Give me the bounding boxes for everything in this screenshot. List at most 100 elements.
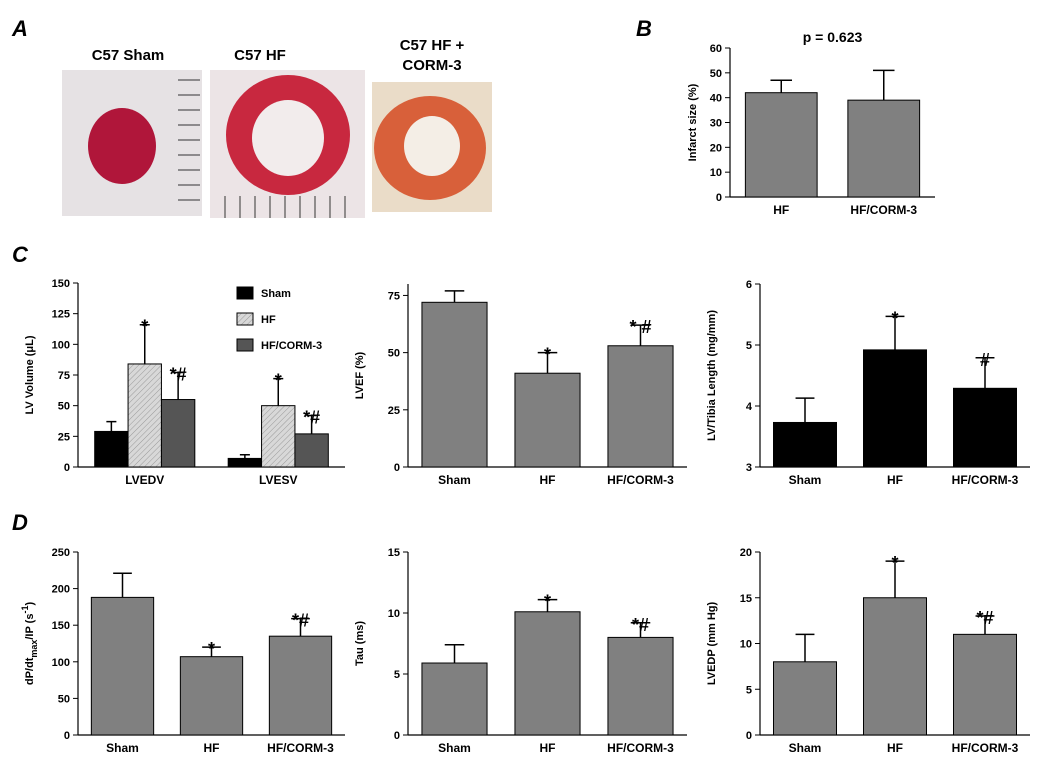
- x-tick-label: Sham: [106, 741, 139, 755]
- y-tick-label: 0: [394, 462, 400, 474]
- error-bar: [630, 622, 651, 638]
- photo-label: C57 HF +: [400, 37, 465, 54]
- y-tick-label: 0: [64, 462, 70, 474]
- x-tick-label: LVESV: [259, 473, 297, 487]
- error-bar: [975, 357, 995, 389]
- significance-label: *#: [303, 407, 320, 427]
- x-tick-label: HF/CORM-3: [267, 741, 334, 755]
- y-axis-label: LV Volume (μL): [24, 335, 36, 414]
- y-tick-label: 75: [388, 290, 400, 302]
- photo-label: C57 HF: [234, 47, 286, 64]
- significance-label: *: [544, 345, 551, 365]
- y-axis-label: dP/dtmax/IP (s-1): [20, 602, 39, 686]
- y-tick-label: 5: [746, 340, 752, 352]
- error-bar: [770, 79, 793, 93]
- panel-label: C: [12, 242, 29, 267]
- y-tick-label: 25: [388, 405, 400, 417]
- bar: [863, 349, 927, 468]
- x-tick-label: HF: [887, 473, 903, 487]
- bar: [773, 421, 837, 468]
- y-tick-label: 3: [746, 462, 752, 474]
- error-bar: [537, 598, 558, 612]
- significance-label: *: [275, 371, 282, 391]
- x-tick-label: HF/CORM-3: [952, 741, 1019, 755]
- error-bar: [106, 420, 117, 432]
- legend-swatch: [236, 312, 254, 326]
- y-tick-label: 0: [64, 730, 70, 742]
- error-bar: [795, 397, 815, 423]
- significance-label: *: [208, 639, 215, 659]
- y-tick-label: 100: [52, 657, 70, 669]
- y-axis-label: LVEF (%): [354, 351, 366, 399]
- y-tick-label: 20: [710, 142, 722, 154]
- y-tick-label: 20: [740, 547, 752, 559]
- error-bar: [291, 617, 310, 637]
- y-tick-label: 5: [394, 669, 400, 681]
- x-tick-label: HF/CORM-3: [607, 741, 674, 755]
- legend-label: HF: [261, 314, 276, 326]
- bar: [744, 92, 818, 198]
- panel-label: B: [636, 16, 652, 41]
- y-tick-label: 50: [388, 348, 400, 360]
- y-tick-label: 60: [710, 43, 722, 55]
- error-bar: [444, 643, 465, 664]
- legend-label: Sham: [261, 288, 291, 300]
- significance-label: *#: [292, 611, 309, 631]
- error-bar: [795, 633, 815, 662]
- x-tick-label: HF: [773, 203, 789, 217]
- error-bar: [273, 377, 284, 406]
- photo: [372, 82, 492, 212]
- y-tick-label: 5: [746, 684, 752, 696]
- x-tick-label: HF: [887, 741, 903, 755]
- significance-label: *#: [170, 365, 187, 385]
- error-bar: [444, 290, 465, 303]
- y-tick-label: 15: [388, 547, 400, 559]
- y-tick-label: 4: [746, 401, 753, 413]
- significance-label: *: [891, 553, 898, 573]
- bar: [90, 596, 155, 736]
- x-tick-label: HF: [540, 473, 556, 487]
- bar: [847, 99, 921, 198]
- bar: [514, 611, 581, 736]
- error-bar: [306, 414, 317, 434]
- photo: [62, 70, 202, 216]
- bar: [179, 656, 244, 736]
- panel-label: D: [12, 510, 28, 535]
- bar: [421, 301, 488, 468]
- significance-label: *: [141, 317, 148, 337]
- y-axis-label: LVEDP (mm Hg): [706, 602, 718, 686]
- y-tick-label: 150: [52, 620, 70, 632]
- y-tick-label: 0: [746, 730, 752, 742]
- x-tick-label: HF/CORM-3: [607, 473, 674, 487]
- x-tick-label: Sham: [438, 473, 471, 487]
- y-tick-label: 200: [52, 584, 70, 596]
- y-tick-label: 50: [58, 401, 70, 413]
- y-axis-label-part: dP/dt: [24, 657, 36, 685]
- bar: [127, 363, 162, 468]
- y-tick-label: 50: [710, 68, 722, 80]
- x-tick-label: Sham: [789, 741, 822, 755]
- x-tick-label: HF/CORM-3: [850, 203, 917, 217]
- error-bar: [975, 615, 995, 635]
- y-axis-label-part: max: [29, 640, 39, 658]
- error-bar: [630, 324, 651, 346]
- error-bar: [202, 646, 221, 657]
- bar: [773, 661, 837, 736]
- y-tick-label: 10: [710, 167, 722, 179]
- y-tick-label: 6: [746, 279, 752, 291]
- significance-label: *#: [632, 615, 649, 635]
- bar: [261, 405, 296, 468]
- bar: [953, 387, 1017, 468]
- legend-swatch: [236, 286, 254, 300]
- significance-label: *#: [976, 608, 993, 628]
- bar: [607, 345, 674, 468]
- y-axis-label-part: /IP (s: [24, 614, 36, 640]
- significance-label: *: [544, 592, 551, 612]
- significance-label: *: [891, 308, 898, 328]
- x-tick-label: HF/CORM-3: [952, 473, 1019, 487]
- legend-swatch: [236, 338, 254, 352]
- error-bar: [173, 371, 184, 400]
- bar: [421, 662, 488, 736]
- error-bar: [239, 453, 250, 459]
- significance-label: * #: [629, 317, 651, 337]
